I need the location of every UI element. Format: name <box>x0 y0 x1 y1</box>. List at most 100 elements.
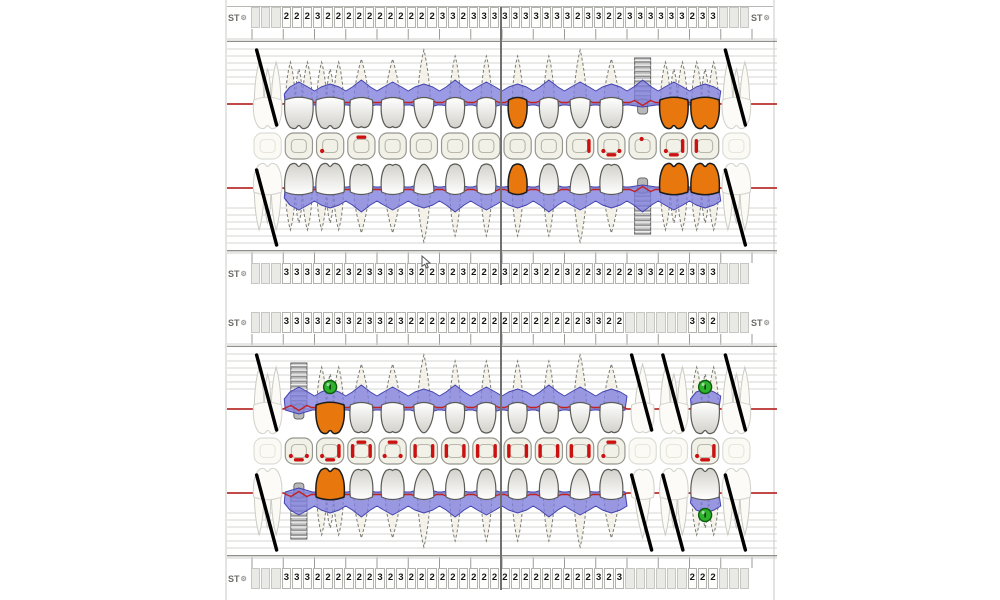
tooth-crown[interactable] <box>413 163 435 196</box>
st-cell[interactable]: 3 <box>385 263 396 284</box>
st-cell[interactable]: 2 <box>292 7 302 28</box>
furcation-marker-icon[interactable] <box>322 379 338 395</box>
st-cell[interactable]: 2 <box>427 312 437 333</box>
occlusal-view[interactable] <box>628 437 657 465</box>
tooth-root[interactable] <box>270 365 282 410</box>
st-cell[interactable]: 2 <box>614 263 625 284</box>
tooth-crown[interactable] <box>445 401 466 434</box>
tooth-root[interactable] <box>270 60 282 105</box>
st-cell[interactable] <box>718 312 729 333</box>
st-cell[interactable]: 3 <box>375 568 385 589</box>
st-cell[interactable]: 3 <box>406 263 416 284</box>
st-cell[interactable] <box>729 568 739 589</box>
st-cell[interactable]: 3 <box>292 312 302 333</box>
tooth-crown[interactable] <box>284 162 314 196</box>
st-cell[interactable]: 2 <box>323 263 333 284</box>
st-cell[interactable]: 3 <box>697 263 708 284</box>
st-cell[interactable]: 2 <box>312 568 323 589</box>
st-cell[interactable]: 3 <box>302 568 312 589</box>
tooth-crown[interactable] <box>349 163 374 196</box>
gear-icon[interactable]: ⚙ <box>240 14 247 22</box>
tooth-crown[interactable] <box>349 401 374 434</box>
st-cell[interactable] <box>739 263 749 284</box>
st-cell[interactable]: 3 <box>281 312 292 333</box>
tooth-crown[interactable] <box>380 96 405 129</box>
occlusal-view[interactable] <box>534 437 564 465</box>
tooth-crown[interactable] <box>315 96 345 130</box>
st-cell[interactable]: 2 <box>666 263 677 284</box>
st-cell[interactable]: 2 <box>323 312 333 333</box>
st-cell[interactable]: 3 <box>687 263 697 284</box>
occlusal-view[interactable] <box>722 132 751 160</box>
st-cell[interactable]: 3 <box>333 312 344 333</box>
st-cell[interactable]: 2 <box>697 568 708 589</box>
tooth-crown[interactable] <box>380 468 405 501</box>
tooth-root[interactable] <box>270 187 282 232</box>
st-cell[interactable]: 3 <box>375 312 385 333</box>
st-cell[interactable]: 3 <box>437 263 448 284</box>
tooth-crown[interactable] <box>445 96 466 129</box>
tooth-root[interactable] <box>270 492 282 537</box>
st-cell[interactable] <box>250 568 260 589</box>
st-cell[interactable]: 2 <box>333 568 344 589</box>
st-cell[interactable]: 3 <box>302 263 312 284</box>
st-cell[interactable]: 3 <box>552 7 562 28</box>
st-cell[interactable]: 2 <box>604 568 614 589</box>
gear-icon[interactable]: ⚙ <box>763 14 770 22</box>
st-cell[interactable]: 3 <box>635 7 645 28</box>
st-cell[interactable]: 3 <box>479 7 489 28</box>
st-cell[interactable]: 2 <box>458 7 469 28</box>
tooth-crown[interactable] <box>599 96 624 129</box>
occlusal-view[interactable] <box>409 132 439 160</box>
st-cell[interactable]: 3 <box>521 7 531 28</box>
st-cell[interactable]: 2 <box>385 568 396 589</box>
st-cell[interactable] <box>739 568 749 589</box>
occlusal-view[interactable] <box>284 132 314 160</box>
st-cell[interactable] <box>677 312 687 333</box>
maxillary-occlusal-row[interactable] <box>227 130 773 162</box>
st-cell[interactable]: 2 <box>354 263 364 284</box>
st-cell[interactable]: 2 <box>562 568 573 589</box>
mandibular-lingual-view[interactable] <box>227 347 777 435</box>
st-cell[interactable]: 3 <box>281 263 292 284</box>
tooth-crown[interactable] <box>690 467 720 501</box>
st-cell[interactable]: 3 <box>583 7 593 28</box>
st-cell[interactable] <box>271 7 281 28</box>
occlusal-view[interactable] <box>722 437 751 465</box>
occlusal-view[interactable] <box>503 437 532 465</box>
st-cell[interactable]: 2 <box>489 263 500 284</box>
st-cell[interactable]: 3 <box>344 263 354 284</box>
st-cell[interactable]: 2 <box>385 7 396 28</box>
st-cell[interactable]: 2 <box>437 312 448 333</box>
st-cell[interactable]: 3 <box>364 263 375 284</box>
st-cell[interactable]: 3 <box>312 7 323 28</box>
occlusal-view[interactable] <box>565 437 595 465</box>
tooth-crown[interactable] <box>380 163 405 196</box>
tooth-crown[interactable] <box>538 468 559 501</box>
st-cell[interactable] <box>718 7 729 28</box>
tooth-crown[interactable] <box>690 401 720 435</box>
st-cell[interactable]: 2 <box>604 7 614 28</box>
st-cell[interactable]: 3 <box>396 263 406 284</box>
st-cell[interactable]: 2 <box>521 312 531 333</box>
st-cell[interactable]: 2 <box>614 312 625 333</box>
gear-icon[interactable]: ⚙ <box>240 319 247 327</box>
st-cell[interactable]: 2 <box>489 312 500 333</box>
st-cell[interactable]: 3 <box>531 263 541 284</box>
st-cell[interactable]: 2 <box>354 568 364 589</box>
st-cell[interactable]: 2 <box>614 7 625 28</box>
st-cell[interactable] <box>271 568 281 589</box>
st-cell[interactable]: 2 <box>406 7 416 28</box>
tooth-crown[interactable] <box>507 163 528 196</box>
st-cell[interactable] <box>250 312 260 333</box>
st-cell[interactable] <box>677 568 687 589</box>
st-cell[interactable]: 3 <box>302 312 312 333</box>
st-cell[interactable]: 2 <box>541 312 552 333</box>
maxillary-palatal-view[interactable] <box>227 162 777 250</box>
tooth-crown[interactable] <box>658 162 689 196</box>
st-cell[interactable] <box>260 7 271 28</box>
tooth-crown[interactable] <box>599 401 624 434</box>
st-cell[interactable]: 2 <box>583 568 593 589</box>
st-cell[interactable] <box>271 263 281 284</box>
